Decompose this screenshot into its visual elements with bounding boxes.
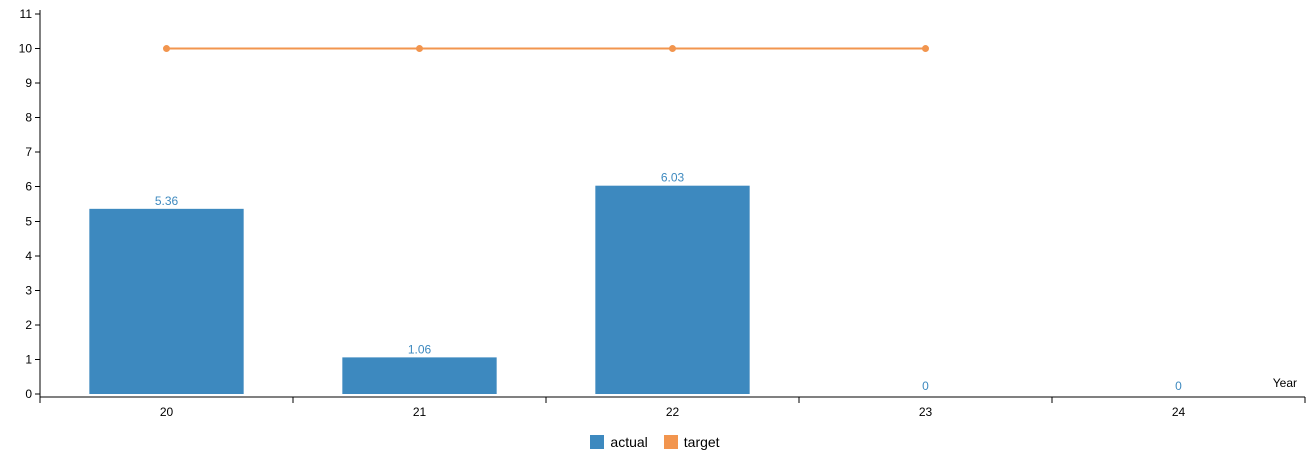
y-tick-label: 4 (25, 249, 32, 263)
bar-actual-20[interactable] (89, 208, 244, 394)
y-axis: 0 1 2 3 4 5 6 7 8 9 10 11 (19, 7, 41, 401)
y-tick-label: 6 (25, 180, 32, 194)
y-tick-label: 8 (25, 111, 32, 125)
y-tick-label: 1 (25, 352, 32, 366)
legend-label-actual: actual (610, 434, 648, 450)
legend: actual target (0, 434, 1310, 450)
y-tick-label: 7 (25, 145, 32, 159)
data-label-actual-21: 1.06 (408, 342, 432, 356)
legend-item-actual[interactable]: actual (590, 434, 648, 450)
legend-swatch-actual (590, 435, 605, 449)
data-label-actual-22: 6.03 (661, 171, 685, 185)
data-label-actual-23: 0 (922, 379, 929, 393)
target-point-20[interactable] (163, 45, 170, 53)
y-tick-label: 11 (20, 7, 33, 21)
y-tick-label: 3 (25, 283, 32, 297)
y-tick-label: 9 (25, 76, 32, 90)
x-tick-label: 23 (919, 405, 933, 419)
y-tick-label: 0 (25, 387, 32, 401)
target-point-23[interactable] (922, 45, 929, 53)
x-axis: 20 21 22 23 24 (39, 396, 1306, 419)
data-label-actual-20: 5.36 (155, 194, 179, 208)
line-series-target (163, 45, 929, 53)
legend-item-target[interactable]: target (663, 434, 720, 450)
x-tick-label: 24 (1172, 405, 1186, 419)
x-tick-label: 22 (666, 405, 680, 419)
target-point-22[interactable] (669, 45, 676, 53)
x-tick-label: 21 (413, 405, 427, 419)
data-label-actual-24: 0 (1175, 379, 1182, 393)
bar-labels: 5.36 1.06 6.03 0 0 (155, 171, 1182, 393)
y-tick-label: 10 (19, 42, 33, 56)
x-tick-label: 20 (160, 405, 174, 419)
y-tick-label: 5 (25, 214, 32, 228)
bar-actual-22[interactable] (595, 185, 750, 394)
x-axis-title: Year (1273, 376, 1297, 390)
y-tick-label: 2 (25, 318, 32, 332)
legend-label-target: target (683, 434, 720, 450)
bar-actual-21[interactable] (342, 357, 497, 394)
bar-series-actual (89, 185, 750, 394)
legend-swatch-target (663, 435, 678, 449)
target-point-21[interactable] (416, 45, 423, 53)
